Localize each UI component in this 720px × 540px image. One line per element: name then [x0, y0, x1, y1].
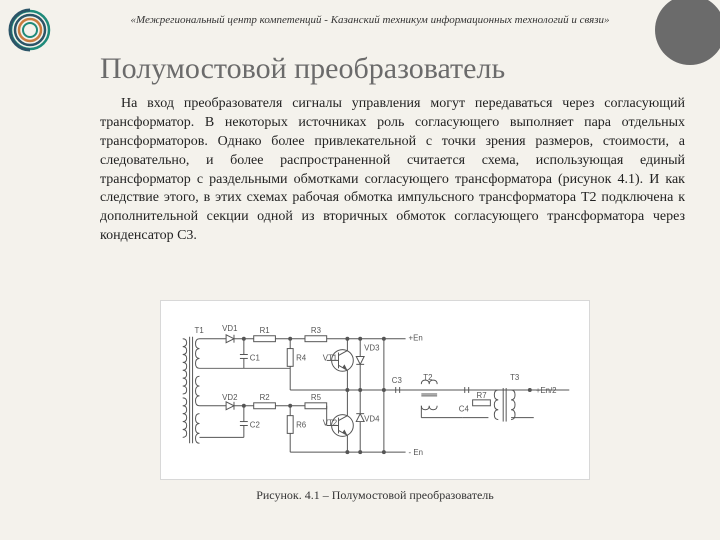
label-vt2: VT2	[323, 419, 337, 428]
label-c2: C2	[250, 420, 260, 429]
corner-decoration	[655, 0, 720, 65]
label-r1: R1	[260, 326, 270, 335]
label-r5: R5	[311, 393, 322, 402]
label-ep-half: +En/2	[536, 386, 557, 395]
label-c1: C1	[250, 353, 260, 362]
circuit-diagram: T1 VD1 R1 R3 +En	[160, 300, 590, 480]
label-vd4: VD4	[364, 415, 380, 424]
label-vd2: VD2	[222, 393, 237, 402]
org-logo	[8, 8, 52, 52]
page-title: Полумостовой преобразователь	[100, 52, 505, 86]
label-vd1: VD1	[222, 324, 237, 333]
label-r6: R6	[296, 420, 307, 429]
label-t1: T1	[195, 326, 204, 335]
label-r4: R4	[296, 353, 307, 362]
figure: T1 VD1 R1 R3 +En	[160, 300, 590, 500]
label-ep-neg: - En	[409, 448, 423, 457]
label-vd3: VD3	[364, 344, 380, 353]
label-t3: T3	[510, 373, 520, 382]
label-ep-pos: +En	[409, 334, 423, 343]
body-text: На вход преобразователя сигналы управлен…	[100, 95, 685, 246]
label-r3: R3	[311, 326, 322, 335]
label-r7: R7	[477, 391, 487, 400]
org-header: «Межрегиональный центр компетенций - Каз…	[100, 14, 640, 26]
figure-caption: Рисунок. 4.1 – Полумостовой преобразоват…	[160, 488, 590, 503]
label-c3: C3	[392, 376, 403, 385]
label-c4: C4	[459, 405, 470, 414]
label-vt1: VT1	[323, 353, 337, 362]
label-r2: R2	[260, 393, 270, 402]
